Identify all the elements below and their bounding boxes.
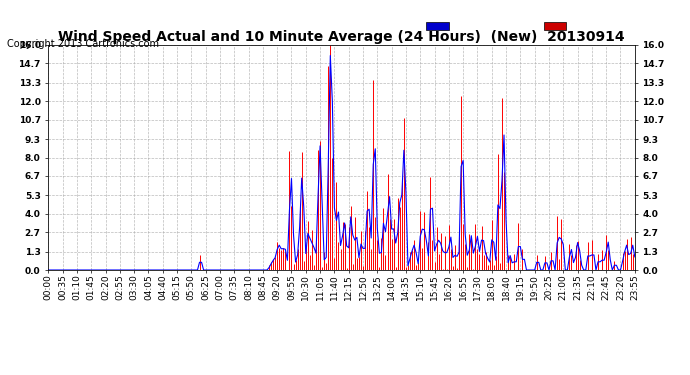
Title: Wind Speed Actual and 10 Minute Average (24 Hours)  (New)  20130914: Wind Speed Actual and 10 Minute Average … bbox=[58, 30, 625, 44]
Legend: 10 Min Avg (mph), Wind (mph): 10 Min Avg (mph), Wind (mph) bbox=[424, 20, 630, 33]
Text: Copyright 2013 Cartronics.com: Copyright 2013 Cartronics.com bbox=[7, 39, 159, 50]
